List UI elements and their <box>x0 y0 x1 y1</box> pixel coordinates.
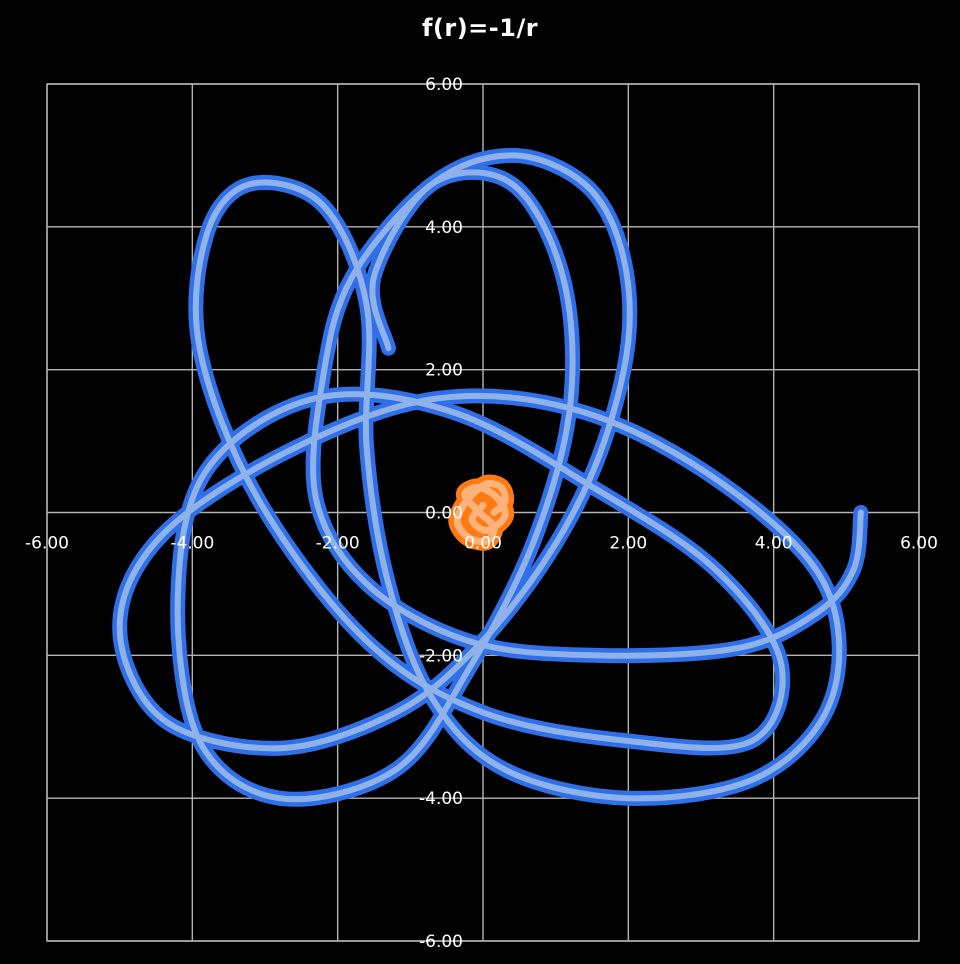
chart-title: f(r)=-1/r <box>421 14 539 42</box>
y-tick-label-3: 0.00 <box>425 504 463 524</box>
x-tick-label-2: -2.00 <box>316 534 360 554</box>
x-tick-label-5: 4.00 <box>755 534 793 554</box>
tick-labels: -6.00 -4.00 -2.00 0.00 2.00 4.00 6.00 -6.00 -4.0… <box>25 75 938 952</box>
y-tick-label-4: 2.00 <box>425 361 463 381</box>
series-central-body-highlight <box>453 480 509 546</box>
y-tick-label-6: 6.00 <box>425 75 463 95</box>
y-tick-label-2: -2.00 <box>419 646 463 666</box>
series-orbit-highlight <box>116 152 864 803</box>
series-group <box>112 147 869 807</box>
x-tick-label-0: -6.00 <box>25 534 69 554</box>
x-tick-label-6: 6.00 <box>900 534 938 554</box>
x-tick-label-4: 2.00 <box>609 534 647 554</box>
y-tick-label-5: 4.00 <box>425 218 463 238</box>
y-tick-label-0: -6.00 <box>419 932 463 952</box>
x-tick-label-1: -4.00 <box>170 534 214 554</box>
y-tick-label-1: -4.00 <box>419 789 463 809</box>
x-tick-label-3: 0.00 <box>464 534 502 554</box>
